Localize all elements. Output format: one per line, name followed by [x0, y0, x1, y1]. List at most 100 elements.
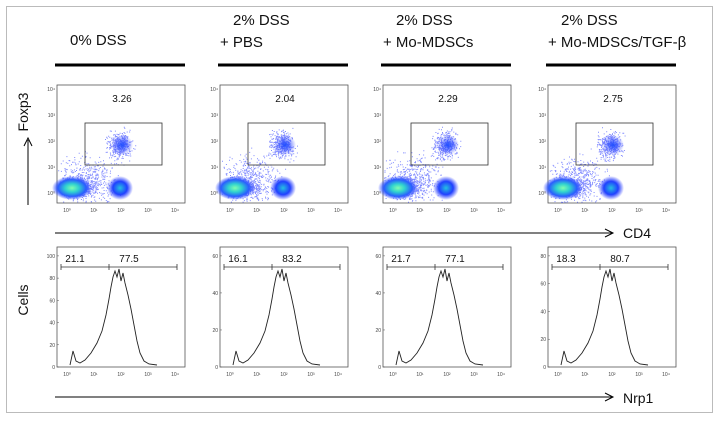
- x-tick-label: 10¹: [581, 372, 589, 378]
- x-tick-label: 10⁴: [334, 208, 342, 214]
- gate-percent: 2.75: [603, 94, 623, 105]
- histogram-curve: [560, 268, 649, 366]
- x-tick-label: 10³: [307, 208, 315, 214]
- y-tick-label: 60: [375, 254, 381, 260]
- gate-bracket: [386, 264, 504, 270]
- density: [378, 176, 418, 200]
- histogram-frame: [547, 246, 677, 368]
- gate: [410, 122, 489, 166]
- gate-bracket: [60, 264, 178, 270]
- y-tick-label: 10²: [539, 139, 547, 145]
- x-tick-label: 10⁰: [389, 372, 397, 378]
- y-tick-label: 10⁰: [47, 191, 55, 197]
- x-tick-label: 10³: [144, 208, 152, 214]
- y-tick-label: 10¹: [539, 165, 547, 171]
- density: [107, 176, 133, 200]
- x-tick-label: 10¹: [90, 208, 98, 214]
- column-header: + PBS: [220, 34, 263, 51]
- x-tick-label: 10²: [443, 208, 451, 214]
- y-tick-label: 10²: [374, 139, 382, 145]
- y-tick-label: 20: [540, 337, 546, 343]
- y-tick-label: 10³: [374, 113, 382, 119]
- histogram-curve: [395, 268, 484, 366]
- x-axis-label: Nrp1: [623, 390, 654, 406]
- column-header: 2% DSS: [561, 12, 618, 29]
- x-tick-label: 10⁴: [662, 208, 670, 214]
- arrowhead: [604, 392, 615, 402]
- column-header: 2% DSS: [396, 12, 453, 29]
- gate-percent: 21.1: [65, 254, 85, 265]
- x-tick-label: 10¹: [253, 208, 261, 214]
- density: [274, 135, 296, 155]
- y-tick-label: 80: [49, 276, 55, 282]
- x-tick-label: 10⁴: [662, 372, 670, 378]
- y-axis-label: Foxp3: [15, 92, 31, 131]
- x-tick-label: 10²: [608, 372, 616, 378]
- gate-percent: 18.3: [556, 254, 576, 265]
- y-tick-label: 0: [543, 365, 546, 371]
- x-tick-label: 10⁴: [171, 208, 179, 214]
- x-tick-label: 10³: [470, 372, 478, 378]
- x-tick-label: 10⁰: [226, 372, 234, 378]
- y-tick-label: 40: [540, 309, 546, 315]
- gate-percent: 77.1: [445, 254, 465, 265]
- gate-percent: 21.7: [391, 254, 411, 265]
- density: [598, 176, 624, 200]
- y-tick-label: 10¹: [374, 165, 382, 171]
- x-tick-label: 10³: [635, 372, 643, 378]
- y-tick-label: 10⁰: [538, 191, 546, 197]
- x-tick-label: 10²: [117, 372, 125, 378]
- dot-scatter: [549, 127, 626, 203]
- gate-bracket: [223, 264, 341, 270]
- gate: [575, 122, 654, 166]
- density: [52, 176, 92, 200]
- x-tick-label: 10¹: [90, 372, 98, 378]
- y-tick-label: 10²: [211, 139, 219, 145]
- density: [433, 176, 459, 200]
- y-tick-label: 10⁰: [373, 191, 381, 197]
- x-tick-label: 10⁴: [334, 372, 342, 378]
- y-tick-label: 10¹: [48, 165, 56, 171]
- x-tick-label: 10⁰: [63, 208, 71, 214]
- x-tick-label: 10³: [470, 208, 478, 214]
- column-header: + Mo-MDSCs: [383, 34, 473, 51]
- x-tick-label: 10²: [117, 208, 125, 214]
- y-tick-label: 10⁴: [47, 87, 55, 93]
- gate: [84, 122, 163, 166]
- x-tick-label: 10⁴: [497, 372, 505, 378]
- x-tick-label: 10³: [307, 372, 315, 378]
- x-tick-label: 10⁰: [554, 208, 562, 214]
- y-tick-label: 0: [215, 365, 218, 371]
- y-tick-label: 60: [49, 298, 55, 304]
- y-tick-label: 10⁴: [538, 87, 546, 93]
- density: [543, 176, 583, 200]
- y-axis-label: Cells: [15, 284, 31, 315]
- x-tick-label: 10³: [635, 208, 643, 214]
- x-tick-label: 10²: [608, 208, 616, 214]
- arrowhead: [604, 228, 615, 238]
- histogram-frame: [219, 246, 349, 368]
- y-tick-label: 80: [540, 254, 546, 260]
- x-axis-label: CD4: [623, 225, 651, 241]
- y-tick-label: 10³: [211, 113, 219, 119]
- x-tick-label: 10⁰: [226, 208, 234, 214]
- gate-percent: 16.1: [228, 254, 248, 265]
- y-tick-label: 10¹: [211, 165, 219, 171]
- x-tick-label: 10²: [280, 372, 288, 378]
- y-tick-label: 40: [212, 291, 218, 297]
- y-tick-label: 60: [540, 282, 546, 288]
- gate-percent: 3.26: [112, 94, 132, 105]
- x-tick-label: 10¹: [416, 372, 424, 378]
- y-tick-label: 20: [212, 328, 218, 334]
- column-header: 0% DSS: [70, 32, 127, 49]
- y-tick-label: 10³: [48, 113, 56, 119]
- gate: [247, 122, 326, 166]
- histogram-frame: [56, 246, 186, 368]
- frame: [6, 6, 713, 413]
- density: [215, 176, 255, 200]
- y-tick-label: 10²: [48, 139, 56, 145]
- x-tick-label: 10²: [443, 372, 451, 378]
- y-tick-label: 40: [375, 291, 381, 297]
- x-tick-label: 10¹: [416, 208, 424, 214]
